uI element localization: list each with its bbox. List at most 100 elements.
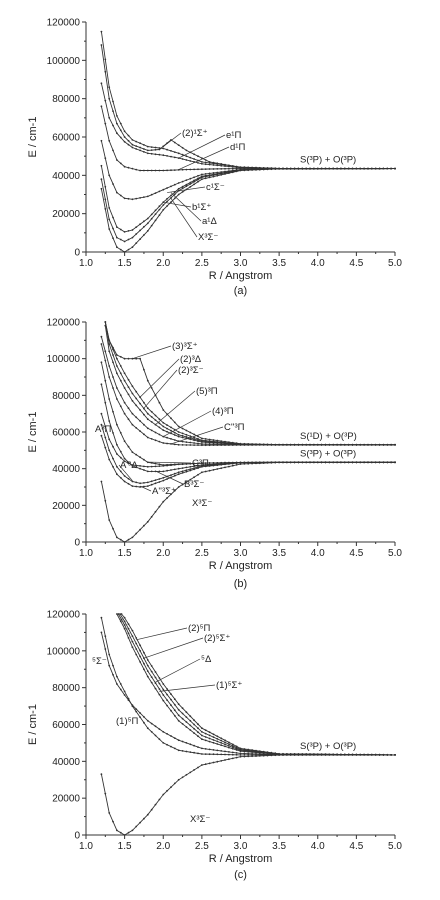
data-point	[135, 397, 138, 400]
data-point	[181, 750, 184, 752]
data-point	[189, 444, 192, 446]
data-point	[116, 387, 118, 389]
data-point	[139, 528, 142, 531]
data-point	[127, 418, 130, 421]
data-point	[201, 764, 203, 766]
data-point	[286, 167, 288, 170]
data-point	[139, 716, 142, 718]
data-point	[173, 431, 176, 434]
data-point	[220, 461, 223, 464]
data-point	[135, 168, 138, 171]
series-line	[100, 168, 395, 253]
data-point	[220, 760, 223, 762]
data-point	[185, 168, 188, 171]
panel-b: 1.0 1.5 2.0 2.5 3.0 3.5 4.0 4.5 5.0 0 20000 40000 60…	[27, 318, 402, 591]
data-point	[185, 721, 188, 723]
data-point	[119, 620, 122, 623]
data-point	[185, 441, 188, 443]
data-point	[204, 736, 207, 738]
data-point	[154, 439, 157, 442]
data-point	[112, 149, 114, 152]
data-point	[193, 433, 196, 436]
data-point	[100, 164, 103, 167]
data-point	[154, 431, 157, 434]
data-point	[343, 753, 346, 756]
data-point	[166, 478, 169, 480]
data-point	[185, 462, 188, 465]
data-point	[216, 164, 219, 167]
data-point	[301, 753, 304, 755]
data-point	[139, 402, 142, 405]
data-point	[116, 465, 118, 468]
data-point	[220, 737, 223, 740]
series-label: (1)⁵Π	[116, 716, 139, 727]
data-point	[139, 223, 142, 226]
data-point	[224, 170, 226, 173]
data-point	[170, 150, 172, 152]
data-point	[108, 86, 111, 89]
data-point	[201, 731, 203, 733]
data-point	[143, 469, 145, 471]
data-point	[177, 443, 180, 446]
data-point	[177, 431, 180, 433]
data-point	[216, 749, 219, 752]
label-leader-line	[147, 461, 192, 464]
data-point	[251, 749, 254, 751]
data-point	[374, 753, 377, 756]
series-unlabeled-curve	[100, 30, 396, 170]
data-point	[131, 423, 134, 426]
data-point	[313, 167, 315, 170]
data-point	[367, 443, 369, 446]
data-point	[173, 468, 176, 471]
data-point	[100, 187, 103, 190]
data-point	[386, 753, 389, 756]
data-point	[201, 727, 203, 730]
data-point	[370, 753, 373, 756]
data-point	[297, 461, 300, 464]
data-point	[228, 465, 230, 468]
data-point	[201, 443, 203, 445]
data-point	[139, 644, 142, 647]
data-point	[127, 482, 130, 485]
data-point	[204, 438, 207, 440]
data-point	[123, 475, 126, 477]
data-point	[235, 169, 238, 172]
data-point	[177, 187, 180, 190]
data-point	[123, 165, 126, 168]
label-leader-line	[143, 369, 178, 409]
data-point	[131, 229, 134, 231]
data-point	[100, 480, 103, 483]
data-point	[131, 392, 134, 395]
data-point	[116, 191, 118, 194]
data-point	[116, 357, 118, 360]
data-point	[189, 719, 192, 722]
data-point	[116, 675, 118, 678]
data-point	[123, 130, 126, 133]
data-point	[301, 443, 304, 446]
data-point	[154, 462, 157, 465]
label-leader-line	[167, 186, 206, 193]
data-point	[150, 438, 153, 440]
data-point	[123, 372, 126, 375]
data-point	[278, 461, 280, 464]
x-tick-label: 5.0	[388, 841, 402, 852]
data-point	[255, 461, 257, 464]
data-point	[189, 185, 192, 188]
data-point	[131, 646, 134, 648]
data-point	[185, 481, 188, 483]
data-point	[243, 754, 246, 756]
data-point	[116, 226, 118, 229]
data-point	[274, 443, 277, 446]
x-tick-label: 3.5	[272, 841, 286, 852]
data-point	[197, 731, 199, 734]
data-point	[351, 753, 354, 756]
data-point	[135, 708, 138, 710]
data-point	[166, 187, 169, 189]
data-point	[193, 744, 196, 747]
data-point	[150, 169, 153, 172]
data-point	[324, 753, 327, 756]
data-point	[123, 457, 126, 460]
data-point	[185, 726, 188, 728]
data-point	[378, 461, 381, 464]
panel-c: 1.0 1.5 2.0 2.5 3.0 3.5 4.0 4.5 5.0 0 20000 40000 60…	[27, 610, 402, 882]
